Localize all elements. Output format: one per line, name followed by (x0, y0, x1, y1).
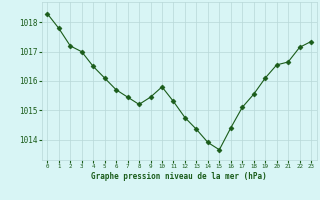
X-axis label: Graphe pression niveau de la mer (hPa): Graphe pression niveau de la mer (hPa) (91, 172, 267, 181)
